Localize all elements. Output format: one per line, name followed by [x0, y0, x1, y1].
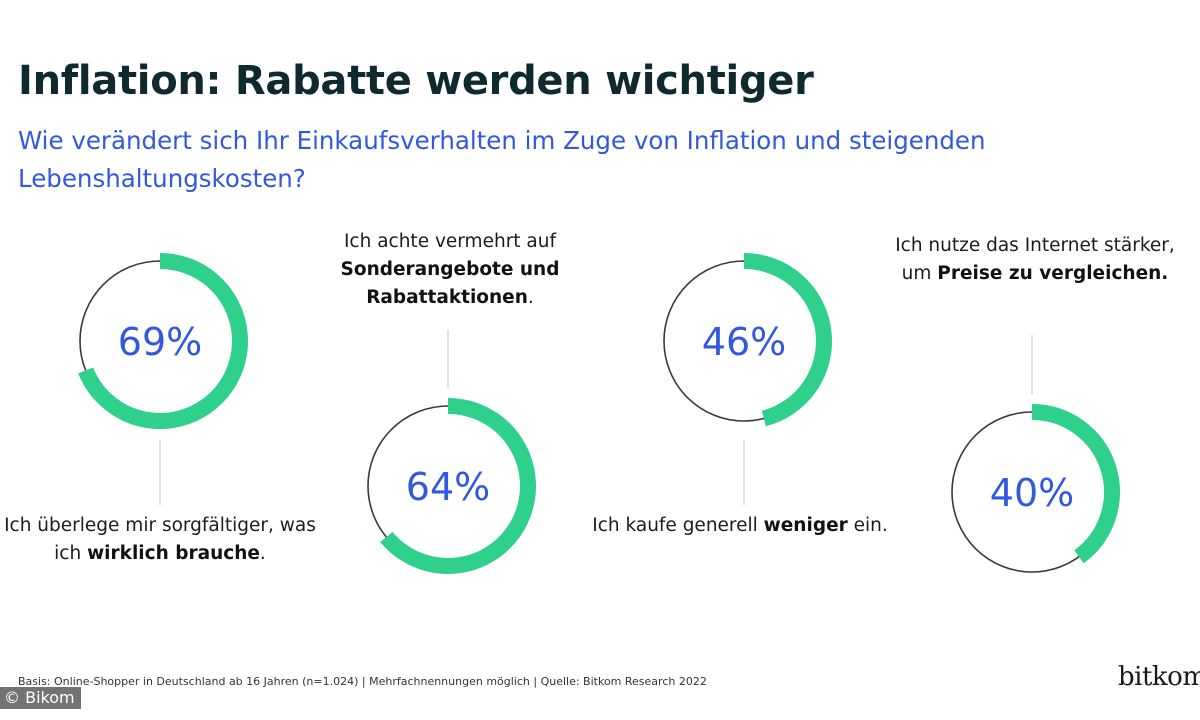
chart-title: Inflation: Rabatte werden wichtiger: [18, 58, 814, 104]
donut-arc-sonderangebote: [380, 398, 536, 574]
bitkom-logo: bitkom: [1118, 662, 1200, 692]
donut-arc-weniger: [743, 253, 832, 427]
source-note: Basis: Online-Shopper in Deutschland ab …: [18, 675, 707, 688]
donut-arc-preise: [1031, 404, 1120, 564]
value-label-preise: 40%: [990, 471, 1074, 515]
value-label-weniger: 46%: [702, 320, 786, 364]
value-label-sonderangebote: 64%: [406, 465, 490, 509]
label-weniger: Ich kaufe generell weniger ein.: [592, 515, 888, 536]
label-preise: Ich nutze das Internet stärker, um Preis…: [895, 235, 1175, 284]
donut-arc-sorgfaeltiger: [78, 253, 248, 429]
value-label-sorgfaeltiger: 69%: [118, 320, 202, 364]
label-sorgfaeltiger: Ich überlege mir sorgfältiger, was ich w…: [4, 515, 316, 564]
copyright-watermark: © Bikom: [0, 687, 81, 709]
chart-subtitle: Wie verändert sich Ihr Einkaufsverhalten…: [18, 126, 986, 193]
label-sonderangebote: Ich achte vermehrt auf Sonderangebote un…: [340, 231, 560, 308]
